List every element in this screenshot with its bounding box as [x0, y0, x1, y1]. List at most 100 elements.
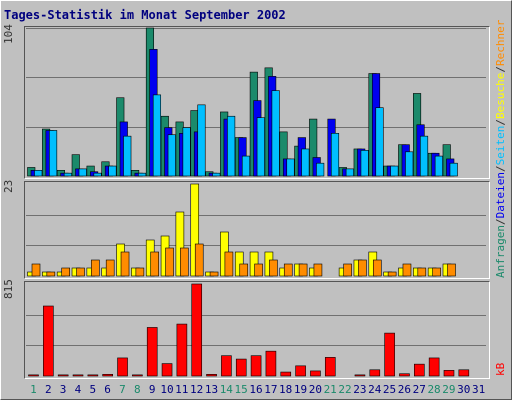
x-tick-label-6: 6 — [104, 383, 111, 396]
x-tick-label-9: 9 — [149, 383, 156, 396]
bar-seiten-10 — [167, 134, 176, 177]
x-tick-label-10: 10 — [160, 383, 173, 396]
bar-kb-25 — [384, 332, 395, 377]
bar-seiten-13 — [212, 172, 221, 177]
bar-seiten-23 — [360, 150, 369, 177]
bar-seiten-4 — [78, 168, 87, 177]
x-tick-label-21: 21 — [324, 383, 337, 396]
bar-seiten-27 — [420, 135, 429, 177]
bar-kb-3 — [57, 374, 69, 377]
bar-seiten-16 — [256, 117, 265, 177]
x-tick-label-22: 22 — [338, 383, 351, 396]
bar-kb-21 — [324, 357, 336, 377]
x-tick-label-14: 14 — [220, 383, 234, 396]
bar-kb-26 — [399, 373, 410, 377]
bar-rechner-11 — [180, 247, 189, 277]
bar-kb-13 — [206, 374, 217, 377]
bar-kb-30 — [458, 369, 470, 377]
bar-rechner-15 — [239, 263, 249, 277]
bar-seiten-5 — [93, 172, 102, 177]
x-tick-label-2: 2 — [45, 383, 52, 396]
bar-besuche-12 — [190, 183, 200, 277]
bar-seiten-29 — [449, 162, 458, 177]
bar-rechner-16 — [254, 263, 263, 277]
bar-rechner-25 — [387, 271, 397, 277]
bar-seiten-21 — [330, 133, 340, 177]
bar-kb-14 — [221, 355, 232, 377]
bar-rechner-12 — [194, 243, 204, 277]
x-tick-label-27: 27 — [413, 383, 426, 396]
bar-rechner-18 — [283, 263, 293, 277]
bar-rechner-24 — [372, 259, 382, 277]
bar-seiten-3 — [63, 172, 72, 177]
bar-rechner-22 — [343, 263, 352, 277]
x-tick-label-26: 26 — [398, 383, 411, 396]
bar-kb-7 — [117, 357, 128, 377]
bar-seiten-2 — [49, 130, 58, 177]
bar-besuche-11 — [175, 211, 185, 277]
x-tick-label-15: 15 — [235, 383, 248, 396]
x-tick-label-17: 17 — [264, 383, 277, 396]
bar-seiten-11 — [182, 127, 191, 177]
bar-rechner-27 — [417, 267, 427, 277]
bar-rechner-17 — [269, 259, 278, 277]
bar-rechner-5 — [91, 259, 100, 277]
bar-seiten-25 — [390, 165, 399, 177]
bar-seiten-8 — [138, 172, 147, 177]
bar-rechner-7 — [120, 251, 130, 277]
x-tick-label-12: 12 — [190, 383, 203, 396]
x-tick-label-29: 29 — [442, 383, 455, 396]
x-tick-label-7: 7 — [119, 383, 126, 396]
bar-kb-18 — [280, 371, 292, 377]
x-tick-label-23: 23 — [353, 383, 366, 396]
bar-kb-20 — [310, 370, 321, 377]
bar-seiten-14 — [227, 115, 236, 177]
bar-rechner-1 — [31, 263, 41, 277]
bar-kb-2 — [43, 305, 54, 377]
x-tick-label-30: 30 — [457, 383, 470, 396]
x-tick-label-18: 18 — [279, 383, 292, 396]
bar-rechner-8 — [135, 267, 145, 277]
x-tick-label-19: 19 — [294, 383, 307, 396]
bar-kb-23 — [354, 374, 366, 377]
bar-kb-1 — [28, 374, 39, 377]
bar-kb-9 — [146, 327, 158, 377]
bar-kb-10 — [161, 363, 173, 377]
bar-seiten-20 — [316, 162, 325, 177]
bar-kb-19 — [295, 365, 306, 377]
bar-seiten-28 — [434, 155, 443, 177]
bar-seiten-6 — [108, 165, 117, 177]
bar-seiten-1 — [34, 170, 43, 177]
bar-kb-29 — [443, 370, 455, 377]
x-tick-label-24: 24 — [368, 383, 382, 396]
bar-kb-4 — [72, 374, 84, 377]
bar-rechner-19 — [298, 263, 308, 277]
x-tick-label-8: 8 — [134, 383, 141, 396]
bar-seiten-9 — [152, 94, 162, 177]
x-tick-label-11: 11 — [175, 383, 188, 396]
bar-seiten-12 — [197, 104, 206, 177]
bar-seiten-22 — [345, 168, 354, 177]
bar-rechner-3 — [61, 267, 70, 277]
bar-rechner-26 — [402, 263, 412, 277]
bar-rechner-13 — [209, 271, 219, 277]
x-tick-label-20: 20 — [309, 383, 322, 396]
bar-seiten-18 — [286, 158, 295, 177]
x-tick-label-16: 16 — [249, 383, 262, 396]
bar-rechner-20 — [313, 263, 323, 277]
bar-kb-16 — [250, 355, 262, 377]
bar-kb-24 — [369, 369, 381, 377]
bar-seiten-26 — [405, 151, 414, 177]
bar-rechner-4 — [76, 267, 85, 277]
bar-seiten-7 — [123, 135, 132, 177]
bar-kb-28 — [428, 357, 440, 377]
x-tick-label-5: 5 — [89, 383, 96, 396]
bar-kb-8 — [132, 374, 143, 377]
bar-kb-27 — [414, 363, 425, 377]
bar-kb-12 — [191, 283, 203, 377]
bar-rechner-14 — [224, 251, 234, 277]
chart-title: Tages-Statistik im Monat September 2002 — [4, 8, 286, 22]
bar-rechner-23 — [358, 259, 367, 277]
bar-kb-11 — [176, 323, 188, 377]
